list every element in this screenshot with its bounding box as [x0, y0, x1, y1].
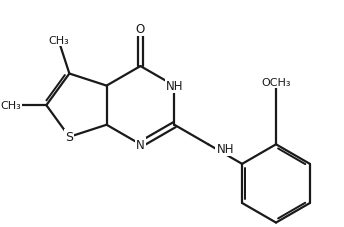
Text: S: S [65, 131, 73, 144]
Text: O: O [136, 23, 145, 36]
Text: OCH₃: OCH₃ [261, 77, 291, 87]
Text: CH₃: CH₃ [48, 36, 69, 46]
Text: CH₃: CH₃ [1, 101, 22, 111]
Text: NH: NH [165, 80, 183, 93]
Text: NH: NH [216, 142, 234, 155]
Text: N: N [136, 138, 145, 151]
